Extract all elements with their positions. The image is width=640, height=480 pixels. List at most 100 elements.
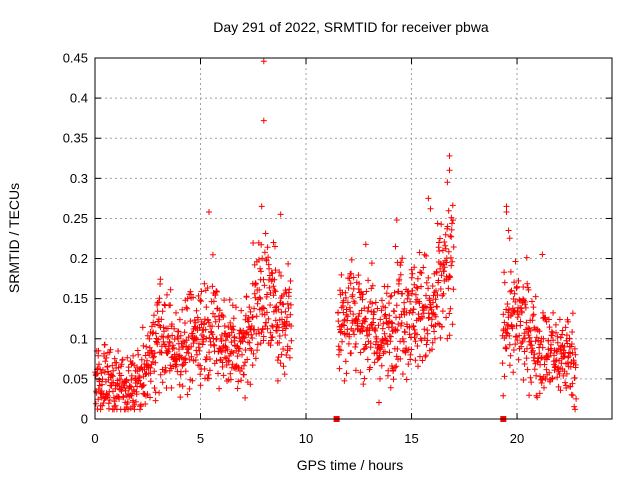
- data-point: [448, 233, 455, 240]
- data-point: [210, 298, 217, 305]
- data-point: [242, 394, 249, 401]
- data-point: [282, 332, 289, 338]
- data-point: [339, 321, 346, 328]
- data-point: [352, 344, 359, 350]
- data-point: [518, 343, 525, 350]
- data-point: [236, 345, 243, 352]
- data-point: [233, 304, 239, 311]
- data-point: [428, 316, 435, 323]
- data-point: [98, 381, 105, 388]
- data-point: [269, 334, 276, 340]
- data-point: [445, 248, 452, 255]
- data-point: [348, 270, 355, 277]
- data-point: [361, 305, 368, 312]
- data-point: [197, 297, 204, 303]
- data-point: [569, 310, 576, 317]
- data-point: [157, 371, 164, 378]
- data-point: [432, 296, 439, 303]
- data-point: [351, 300, 358, 307]
- data-point: [421, 326, 428, 333]
- data-point: [152, 321, 158, 328]
- data-point: [417, 353, 423, 360]
- data-point: [211, 342, 218, 349]
- data-point: [201, 365, 208, 372]
- data-point: [541, 384, 547, 391]
- data-point: [259, 311, 266, 318]
- data-point: [426, 297, 433, 304]
- data-point: [287, 278, 294, 284]
- data-point: [173, 309, 179, 316]
- data-point: [531, 366, 538, 373]
- data-point: [446, 152, 453, 159]
- data-point: [209, 323, 216, 330]
- data-point: [194, 351, 200, 358]
- data-point: [213, 288, 220, 294]
- data-point: [116, 383, 123, 389]
- data-point: [95, 347, 102, 354]
- data-point: [206, 349, 213, 356]
- data-point: [223, 362, 230, 368]
- data-point: [196, 362, 203, 369]
- data-point: [446, 167, 453, 174]
- data-point: [352, 340, 359, 347]
- data-point: [190, 340, 197, 347]
- data-point: [423, 341, 430, 348]
- data-point: [524, 345, 530, 352]
- data-point: [105, 400, 112, 407]
- data-point: [196, 324, 203, 331]
- data-point: [184, 391, 191, 398]
- data-point: [375, 322, 382, 329]
- data-point: [430, 292, 437, 299]
- data-point: [151, 350, 158, 356]
- data-point: [116, 396, 123, 402]
- data-point: [386, 349, 393, 356]
- data-point: [251, 290, 258, 297]
- data-point: [409, 287, 416, 294]
- data-point: [240, 333, 247, 340]
- data-point: [202, 326, 209, 333]
- data-point: [131, 401, 138, 408]
- data-point: [270, 283, 277, 290]
- data-point: [444, 223, 451, 230]
- data-point: [152, 330, 159, 337]
- x-tick-label: 20: [510, 431, 524, 446]
- data-point: [258, 203, 265, 210]
- data-point: [445, 285, 452, 292]
- data-point: [360, 291, 366, 298]
- data-point: [98, 388, 105, 394]
- data-point: [571, 374, 578, 381]
- x-tick-label: 0: [91, 431, 98, 446]
- data-point: [147, 364, 154, 371]
- data-point: [197, 382, 204, 389]
- data-point: [198, 288, 205, 295]
- data-point: [441, 264, 448, 271]
- data-point: [260, 58, 267, 65]
- data-point: [182, 368, 189, 375]
- data-point: [335, 351, 342, 358]
- data-point: [212, 292, 219, 299]
- data-point: [98, 370, 105, 377]
- data-point: [549, 332, 555, 339]
- data-point: [356, 280, 363, 287]
- data-point: [533, 334, 540, 341]
- chart-title: Day 291 of 2022, SRMTID for receiver pbw…: [213, 19, 489, 35]
- data-point: [434, 292, 441, 298]
- y-tick-label: 0.05: [63, 371, 88, 386]
- data-point: [536, 350, 543, 357]
- data-point: [398, 259, 404, 266]
- data-point: [142, 401, 149, 407]
- data-point: [533, 372, 540, 379]
- data-point: [198, 298, 204, 305]
- data-point: [419, 357, 426, 364]
- data-point: [511, 290, 518, 297]
- y-tick-label: 0: [81, 412, 88, 427]
- data-point: [140, 382, 146, 389]
- data-point: [238, 377, 245, 384]
- data-point: [183, 337, 190, 344]
- data-point: [393, 302, 400, 309]
- data-point: [427, 205, 434, 212]
- data-point: [345, 340, 352, 347]
- data-point: [525, 286, 532, 293]
- data-point: [251, 261, 258, 268]
- data-point: [506, 341, 513, 348]
